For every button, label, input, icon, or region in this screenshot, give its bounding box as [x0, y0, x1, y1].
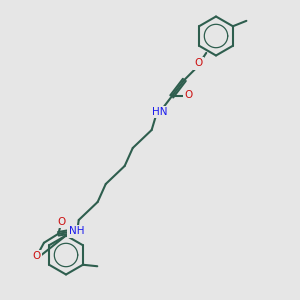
Text: O: O: [184, 90, 192, 100]
Text: O: O: [195, 58, 203, 68]
Text: NH: NH: [69, 226, 84, 236]
Text: HN: HN: [152, 107, 167, 117]
Text: O: O: [57, 217, 65, 227]
Text: O: O: [32, 251, 40, 261]
